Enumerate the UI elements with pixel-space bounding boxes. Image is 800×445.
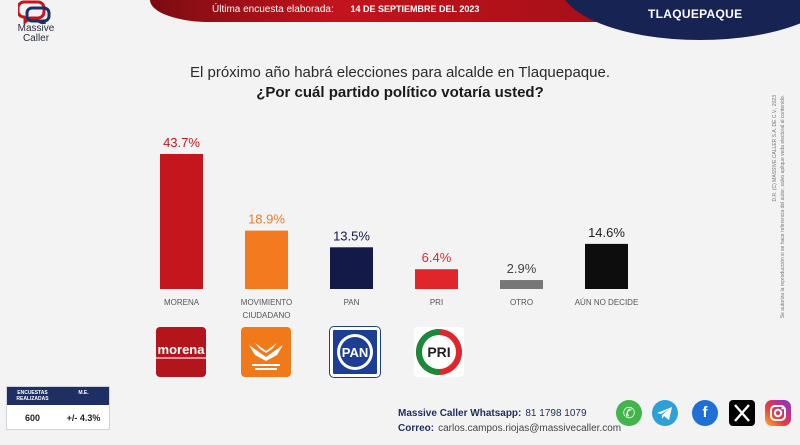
header-banner: Última encuesta elaborada: 14 DE SEPTIEM… bbox=[150, 0, 620, 22]
category-label-0: MORENA bbox=[164, 298, 200, 307]
category-label-4: OTRO bbox=[510, 298, 533, 307]
legal-line-2: Se autoriza la reproducción si se hace r… bbox=[780, 95, 786, 319]
category-label-3: PRI bbox=[430, 298, 443, 307]
category-label-1-line-1: CIUDADANO bbox=[242, 311, 290, 320]
email-label: Correo: bbox=[398, 423, 435, 434]
survey-label: Última encuesta elaborada: bbox=[212, 4, 334, 15]
legal-line-1: D.R. (C) MASSIVE CALLER S.A. DE C.V., 20… bbox=[772, 95, 778, 202]
morena-logo-text: morena bbox=[157, 342, 205, 357]
survey-date-label: Última encuesta elaborada: 14 DE SEPTIEM… bbox=[212, 4, 479, 15]
brand-logo: Massive Caller bbox=[6, 0, 66, 50]
question-line-1: El próximo año habrá elecciones para alc… bbox=[189, 64, 610, 81]
pri-logo: PRI bbox=[414, 327, 464, 377]
x-icon[interactable] bbox=[729, 400, 755, 426]
bar-value-label-2: 13.5% bbox=[333, 228, 370, 243]
brand-logo-icon bbox=[18, 0, 51, 24]
bar-0 bbox=[160, 154, 203, 289]
margin-error-value: +/- 4.3% bbox=[66, 413, 101, 423]
city-banner: TLAQUEPAQUE bbox=[560, 0, 800, 40]
bar-4 bbox=[500, 280, 543, 289]
category-label-2: PAN bbox=[344, 298, 360, 307]
pan-logo-text: PAN bbox=[342, 345, 368, 360]
survey-stats-table: ENCUESTAS REALIZADAS M.E. 600 +/- 4.3% bbox=[6, 386, 110, 430]
bar-value-label-4: 2.9% bbox=[507, 261, 537, 276]
surveys-header: ENCUESTAS REALIZADAS bbox=[16, 390, 49, 402]
bar-3 bbox=[415, 269, 458, 289]
question-line-2: ¿Por cuál partido político votaría usted… bbox=[256, 84, 544, 101]
margin-error-header: M.E. bbox=[78, 390, 89, 396]
instagram-icon[interactable] bbox=[765, 400, 791, 426]
legal-notice: D.R. (C) MASSIVE CALLER S.A. DE C.V., 20… bbox=[771, 95, 793, 375]
bar-5 bbox=[585, 243, 628, 289]
surveys-value: 600 bbox=[24, 413, 41, 423]
city-name: TLAQUEPAQUE bbox=[648, 7, 743, 21]
whatsapp-label: Massive Caller Whatsapp: bbox=[398, 408, 522, 419]
pri-emblem-icon: PRI bbox=[416, 329, 462, 375]
bar-value-label-3: 6.4% bbox=[422, 250, 452, 265]
whatsapp-icon[interactable]: ✆ bbox=[616, 400, 642, 426]
bar-value-label-1: 18.9% bbox=[248, 212, 285, 227]
whatsapp-contact: Massive Caller Whatsapp: 81 1798 1079 bbox=[398, 408, 587, 419]
eagle-icon bbox=[249, 343, 283, 370]
bar-1 bbox=[245, 230, 288, 289]
bar-2 bbox=[330, 247, 373, 289]
facebook-icon[interactable]: f bbox=[692, 400, 718, 426]
pan-emblem-icon: PAN bbox=[337, 334, 373, 370]
whatsapp-number[interactable]: 81 1798 1079 bbox=[525, 408, 587, 419]
movimiento-ciudadano-logo bbox=[241, 327, 291, 377]
category-label-5: AÚN NO DECIDE bbox=[575, 298, 639, 307]
bar-value-label-5: 14.6% bbox=[588, 225, 625, 240]
pri-logo-text: PRI bbox=[427, 344, 450, 360]
bar-value-label-0: 43.7% bbox=[163, 135, 200, 150]
telegram-icon[interactable] bbox=[652, 400, 678, 426]
category-label-1: MOVIMIENTO bbox=[241, 298, 292, 307]
email-contact: Correo: carlos.campos.riojas@massivecalle… bbox=[398, 423, 621, 434]
pan-logo: PAN bbox=[330, 327, 380, 377]
brand-name: Massive Caller bbox=[17, 23, 55, 44]
survey-date: 14 DE SEPTIEMBRE DEL 2023 bbox=[350, 4, 480, 14]
email-address[interactable]: carlos.campos.riojas@massivecaller.com bbox=[438, 423, 622, 434]
morena-logo: morena bbox=[156, 327, 206, 377]
